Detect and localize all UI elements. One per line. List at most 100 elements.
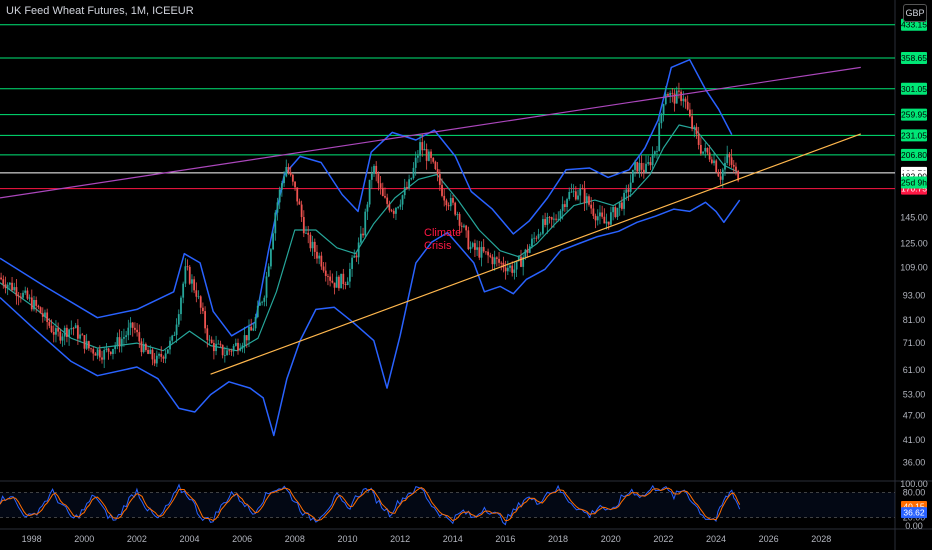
candle-body bbox=[678, 90, 680, 92]
candle-body bbox=[495, 257, 498, 259]
candle-body bbox=[563, 204, 566, 208]
candle-body bbox=[465, 225, 468, 231]
candle-body bbox=[272, 233, 275, 250]
candle-body bbox=[430, 151, 432, 158]
candle-body bbox=[193, 279, 196, 291]
candle-body bbox=[561, 204, 564, 211]
candle-body bbox=[228, 350, 231, 352]
candle-body bbox=[493, 257, 496, 265]
candle-body bbox=[138, 332, 141, 342]
candle-body bbox=[357, 242, 360, 258]
candle-body bbox=[61, 336, 64, 341]
candle-body bbox=[467, 230, 470, 250]
level-badge-5: 206.80 bbox=[901, 150, 927, 160]
candle-body bbox=[307, 232, 310, 235]
candle-body bbox=[294, 181, 296, 188]
candle-body bbox=[320, 255, 323, 267]
candle-body bbox=[381, 187, 384, 196]
candle-body bbox=[669, 92, 672, 96]
candle-body bbox=[98, 349, 101, 358]
level-badge-3: 259.95 bbox=[901, 110, 927, 120]
candle-body bbox=[217, 343, 220, 345]
candle-body bbox=[515, 260, 518, 270]
candle-body bbox=[219, 343, 222, 345]
candle-body bbox=[175, 324, 178, 336]
candle-body bbox=[730, 157, 733, 165]
candle-body bbox=[158, 353, 160, 356]
candle-body bbox=[631, 169, 634, 183]
candle-body bbox=[186, 266, 189, 268]
time-tick-1: 2000 bbox=[74, 534, 94, 544]
horizontal-levels[interactable] bbox=[0, 24, 895, 190]
candle-body bbox=[618, 202, 621, 208]
candle-body bbox=[366, 204, 369, 212]
candle-body bbox=[280, 183, 283, 190]
candle-body bbox=[79, 334, 81, 339]
candle-body bbox=[710, 159, 713, 164]
candle-body bbox=[55, 328, 57, 335]
candle-body bbox=[136, 329, 139, 333]
candle-body bbox=[662, 104, 665, 115]
candle-body bbox=[533, 237, 536, 239]
currency-button[interactable]: GBP bbox=[903, 4, 927, 22]
candle-body bbox=[316, 251, 318, 259]
candle-body bbox=[577, 195, 579, 200]
candle-body bbox=[535, 237, 538, 239]
candle-body bbox=[125, 335, 128, 338]
candle-body bbox=[520, 256, 522, 267]
candle-body bbox=[581, 188, 584, 190]
candle-body bbox=[579, 188, 582, 196]
candle-body bbox=[85, 341, 88, 349]
time-tick-5: 2008 bbox=[285, 534, 305, 544]
candle-body bbox=[656, 151, 658, 152]
candle-body bbox=[24, 290, 27, 293]
time-axis[interactable]: 1998 2000 2002 2004 2006 2008 2010 2012 2014 2016… bbox=[22, 534, 832, 544]
candle-body bbox=[706, 147, 709, 153]
candle-body bbox=[368, 179, 371, 205]
candle-body bbox=[537, 234, 540, 239]
time-tick-8: 2014 bbox=[443, 534, 463, 544]
candle-body bbox=[199, 296, 202, 308]
candle-body bbox=[684, 98, 687, 102]
candle-body bbox=[118, 337, 121, 347]
candle-body bbox=[708, 152, 711, 160]
candle-body bbox=[123, 337, 125, 339]
candle-body bbox=[566, 199, 568, 208]
candle-body bbox=[169, 340, 171, 350]
candle-body bbox=[287, 167, 290, 173]
price-axis[interactable]: 433.15358.65301.05259.95231.05206.80186.… bbox=[900, 18, 928, 531]
candle-body bbox=[699, 144, 702, 154]
stochastic-pane bbox=[0, 483, 895, 526]
candle-body bbox=[653, 151, 656, 155]
candle-body bbox=[331, 280, 334, 283]
candle-body bbox=[377, 173, 380, 184]
candle-body bbox=[245, 335, 248, 341]
candle-body bbox=[66, 327, 68, 337]
candle-body bbox=[406, 187, 408, 189]
candle-body bbox=[278, 189, 281, 203]
candle-body bbox=[583, 188, 586, 204]
candle-body bbox=[226, 350, 228, 356]
candle-body bbox=[410, 178, 413, 180]
candle-body bbox=[688, 109, 691, 117]
trendlines[interactable] bbox=[0, 66, 861, 375]
candle-body bbox=[37, 305, 40, 308]
candle-body bbox=[44, 312, 46, 317]
price-tick-1: 125.00 bbox=[900, 239, 928, 249]
candle-body bbox=[620, 202, 623, 209]
level-badge-2: 301.05 bbox=[901, 84, 927, 94]
candle-body bbox=[735, 166, 737, 171]
candle-body bbox=[4, 284, 7, 289]
candle-body bbox=[388, 203, 391, 211]
candle-body bbox=[570, 191, 573, 193]
candle-body bbox=[74, 325, 77, 329]
candle-body bbox=[421, 142, 424, 151]
candle-body bbox=[355, 255, 358, 258]
candle-body bbox=[33, 299, 35, 310]
candle-body bbox=[346, 281, 349, 286]
candle-body bbox=[120, 338, 123, 347]
price-tick-2: 109.00 bbox=[900, 263, 928, 273]
candle-body bbox=[72, 327, 75, 329]
candle-body bbox=[142, 343, 145, 353]
